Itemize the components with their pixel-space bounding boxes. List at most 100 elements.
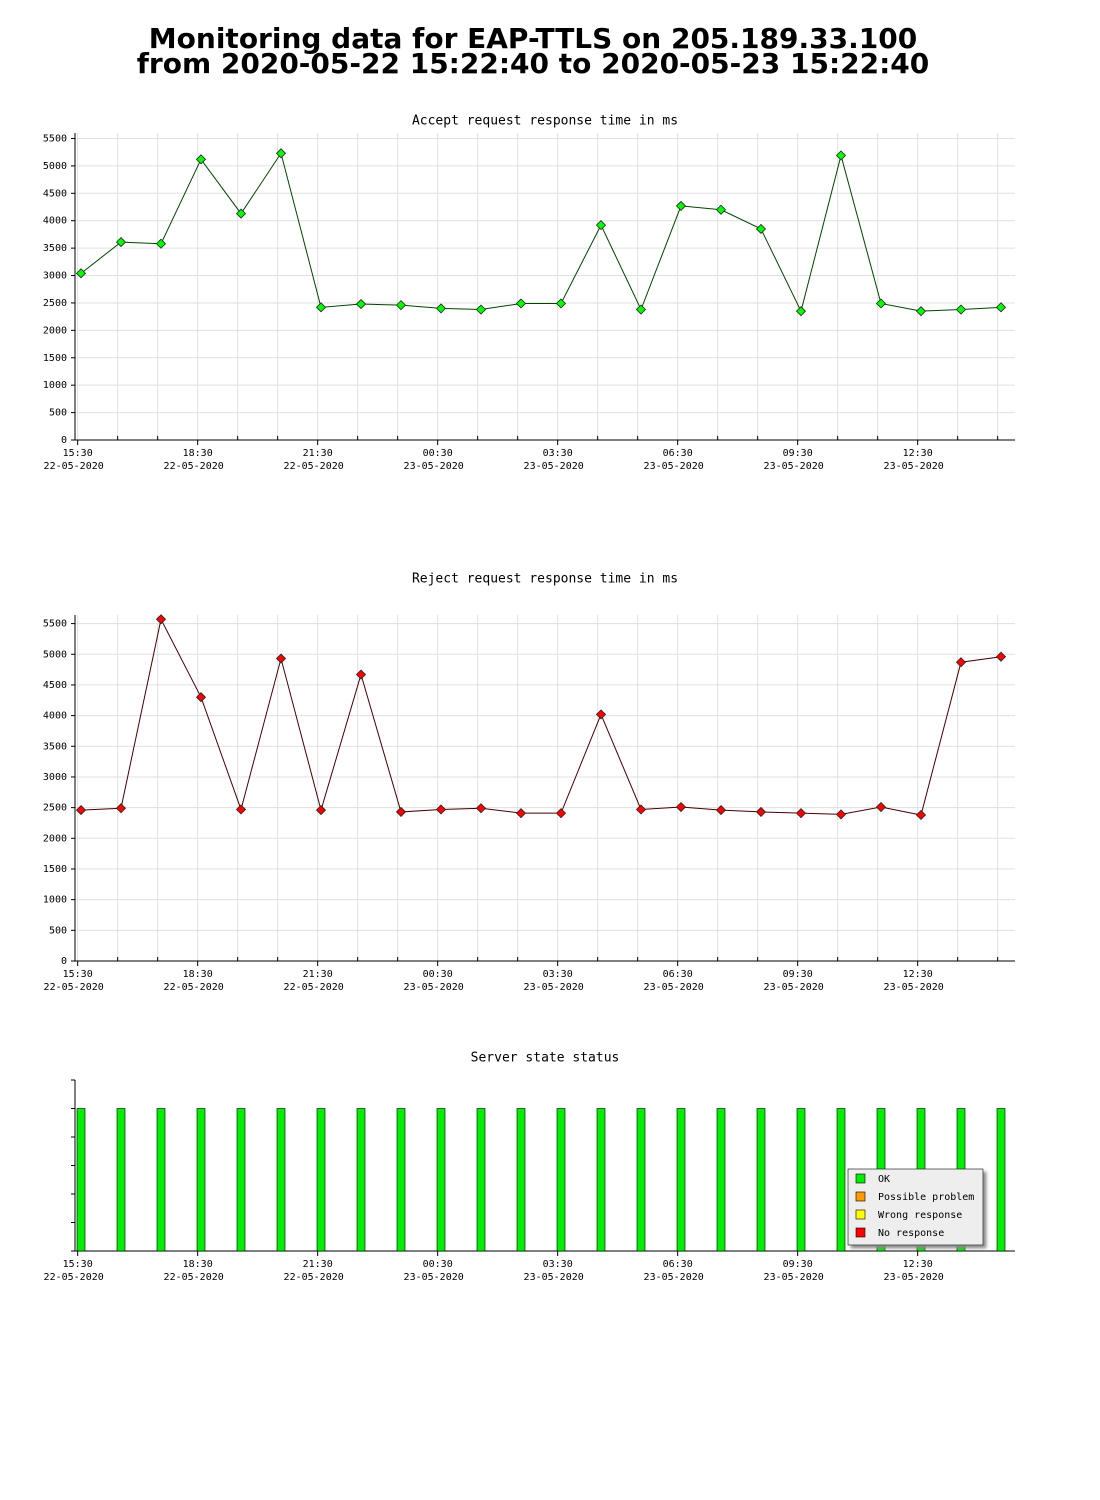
bar	[756, 1108, 766, 1252]
data-point	[995, 302, 1007, 313]
y-tick-label: 0	[61, 435, 67, 446]
y-tick-label: 2500	[43, 803, 67, 814]
x-tick-label: 09:30	[783, 448, 813, 459]
y-tick-label: 2000	[43, 325, 67, 336]
data-point	[75, 268, 87, 279]
data-point	[795, 306, 807, 317]
data-point	[955, 304, 967, 315]
y-tick-label: 500	[49, 925, 67, 936]
y-tick-label: 5500	[43, 619, 67, 630]
x-tick-label: 22-05-2020	[44, 1272, 104, 1283]
data-point	[675, 801, 687, 813]
x-tick-label: 21:30	[303, 448, 333, 459]
chart: Reject request response time in ms 0 500 10…	[43, 572, 1015, 993]
x-tick-label: 09:30	[783, 969, 813, 980]
x-tick-label: 06:30	[663, 969, 693, 980]
data-point	[755, 806, 767, 817]
data-point	[115, 237, 127, 248]
y-tick-label: 1500	[43, 353, 67, 364]
x-tick-label: 23-05-2020	[404, 982, 464, 993]
x-tick-label: 23-05-2020	[764, 461, 824, 472]
y-tick-label: 3500	[43, 741, 67, 752]
x-tick-label: 18:30	[183, 1259, 213, 1270]
chart: Server state status 15:30 22-05-2020 18:30 2…	[44, 1051, 1015, 1283]
x-tick-label: 15:30	[63, 448, 93, 459]
data-point	[675, 200, 687, 211]
y-tick-label: 3000	[43, 772, 67, 783]
bar	[276, 1108, 286, 1252]
x-tick-label: 23-05-2020	[524, 1272, 584, 1283]
data-point	[835, 809, 847, 820]
data-point	[475, 304, 487, 315]
x-tick-label: 22-05-2020	[164, 982, 224, 993]
data-point	[555, 808, 567, 819]
x-tick-label: 23-05-2020	[524, 461, 584, 472]
data-point	[715, 204, 727, 215]
y-tick-label: 1000	[43, 895, 67, 906]
x-tick-label: 06:30	[663, 448, 693, 459]
x-tick-label: 03:30	[543, 448, 573, 459]
x-tick-label: 23-05-2020	[404, 1272, 464, 1283]
x-tick-label: 23-05-2020	[764, 982, 824, 993]
data-point	[235, 208, 247, 219]
x-tick-label: 15:30	[63, 969, 93, 980]
legend-box	[847, 1168, 984, 1246]
x-tick-label: 00:30	[423, 448, 453, 459]
data-point	[315, 302, 327, 313]
data-point	[115, 803, 127, 814]
data-point	[515, 808, 527, 819]
y-tick-label: 500	[49, 408, 67, 419]
data-point	[595, 220, 607, 231]
data-point	[275, 148, 287, 159]
data-point	[595, 709, 607, 720]
x-tick-label: 21:30	[303, 1259, 333, 1270]
data-point	[475, 803, 487, 814]
legend-swatch	[855, 1191, 866, 1202]
y-tick-label: 4000	[43, 711, 67, 722]
x-tick-label: 18:30	[183, 969, 213, 980]
x-tick-label: 23-05-2020	[764, 1272, 824, 1283]
data-point	[155, 614, 167, 625]
bar	[596, 1108, 606, 1252]
data-point	[875, 801, 887, 813]
x-tick-label: 12:30	[903, 969, 933, 980]
x-tick-label: 22-05-2020	[44, 461, 104, 472]
x-tick-label: 23-05-2020	[884, 461, 944, 472]
x-tick-label: 15:30	[63, 1259, 93, 1270]
x-tick-label: 23-05-2020	[884, 982, 944, 993]
legend-label: No response	[878, 1228, 944, 1239]
bar	[476, 1108, 486, 1252]
y-tick-label: 5000	[43, 161, 67, 172]
legend: OK Possible problem Wrong response No respo…	[847, 1168, 984, 1246]
x-tick-label: 03:30	[543, 1259, 573, 1270]
bar	[316, 1108, 326, 1252]
chart: Accept request response time in ms 0 500 10…	[43, 114, 1015, 472]
data-point	[395, 300, 407, 311]
data-point	[995, 651, 1007, 662]
bar	[396, 1108, 406, 1252]
x-tick-label: 00:30	[423, 969, 453, 980]
bar	[716, 1108, 726, 1252]
bar	[676, 1108, 686, 1252]
data-point	[715, 805, 727, 816]
main-title: Monitoring data for EAP-TTLS on 205.189.…	[149, 22, 917, 55]
bar	[996, 1108, 1006, 1252]
bar	[76, 1108, 86, 1252]
data-point	[755, 223, 767, 235]
main-subtitle: from 2020-05-22 15:22:40 to 2020-05-23 1…	[137, 47, 930, 80]
y-tick-label: 3000	[43, 271, 67, 282]
x-tick-label: 22-05-2020	[164, 1272, 224, 1283]
y-tick-label: 1000	[43, 380, 67, 391]
x-tick-label: 23-05-2020	[884, 1272, 944, 1283]
legend-swatch	[855, 1173, 866, 1184]
data-point	[515, 298, 527, 309]
data-line	[80, 152, 1002, 313]
y-tick-label: 3500	[43, 243, 67, 254]
data-point	[635, 304, 647, 315]
data-line	[80, 617, 1002, 816]
y-tick-label: 5000	[43, 649, 67, 660]
data-point	[555, 298, 567, 309]
data-point	[275, 653, 287, 664]
data-point	[795, 808, 807, 819]
y-tick-label: 5500	[43, 133, 67, 144]
